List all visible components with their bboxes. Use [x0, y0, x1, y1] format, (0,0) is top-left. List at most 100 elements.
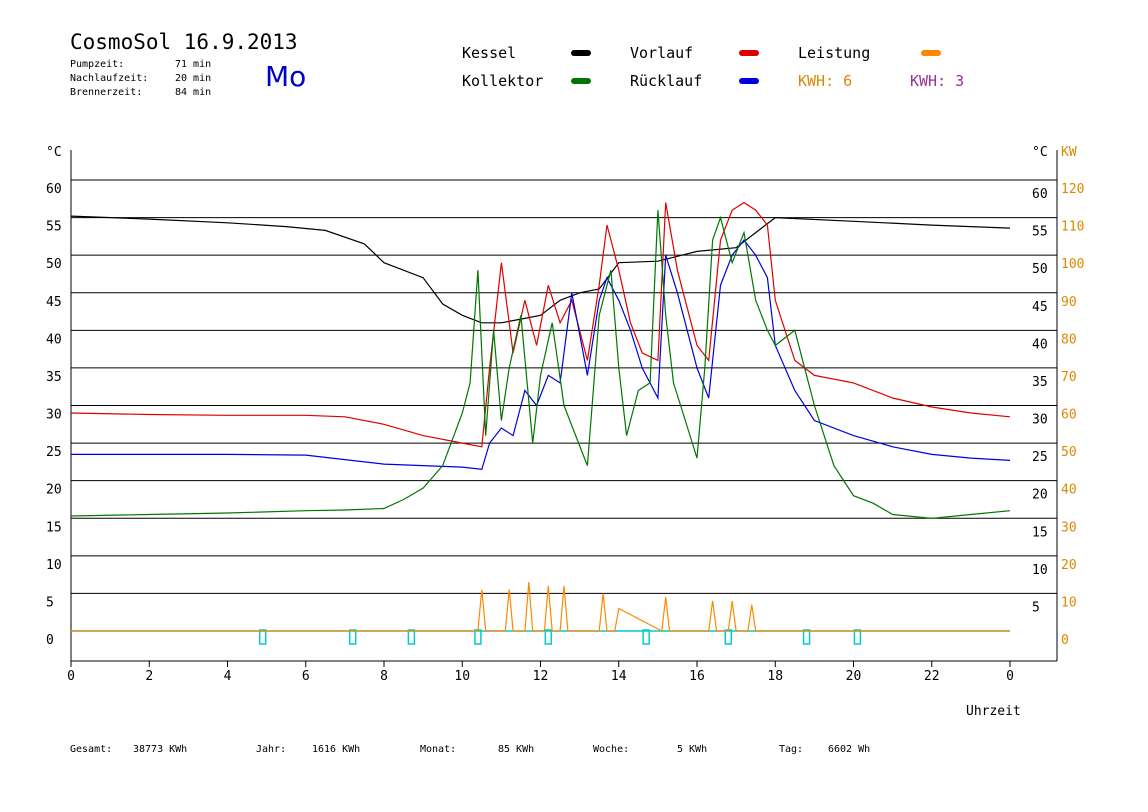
y-tick-left-10: 10 — [46, 558, 62, 573]
event-marker-4 — [544, 629, 553, 645]
stat-nachlaufzeit-value: 20 min — [175, 73, 212, 84]
x-tick-label-12: 0 — [1006, 669, 1014, 684]
y-axis-left-unit: °C — [46, 145, 62, 160]
weekday-label: Mo — [265, 60, 307, 93]
event-marker-8 — [853, 629, 862, 645]
y-tick-right-temp-15: 15 — [1032, 525, 1048, 540]
x-tick-label-5: 10 — [454, 669, 470, 684]
legend-swatch-ruecklauf — [739, 78, 759, 84]
legend-swatch-vorlauf — [739, 50, 759, 56]
y-tick-right-temp-55: 55 — [1032, 225, 1048, 240]
y-tick-right-temp-35: 35 — [1032, 375, 1048, 390]
legend-label-leistung: Leistung — [798, 44, 871, 62]
y-tick-right-power-100: 100 — [1061, 257, 1084, 272]
series-line-vorlauf — [70, 201, 1011, 448]
kwh-purple-label: KWH: 3 — [910, 72, 965, 90]
footer-jahr-value: 1616 KWh — [312, 744, 361, 755]
series-line-kessel — [70, 215, 1011, 324]
x-tick-label-3: 6 — [302, 669, 310, 684]
footer-gesamt-label: Gesamt: — [70, 744, 113, 755]
y-tick-left-15: 15 — [46, 520, 62, 535]
y-tick-left-5: 5 — [46, 595, 54, 610]
x-tick-label-6: 12 — [533, 669, 549, 684]
x-tick-label-10: 20 — [846, 669, 862, 684]
y-tick-right-temp-5: 5 — [1032, 600, 1040, 615]
x-tick-label-7: 14 — [611, 669, 627, 684]
y-tick-left-25: 25 — [46, 445, 62, 460]
x-tick-label-4: 8 — [380, 669, 388, 684]
y-tick-left-35: 35 — [46, 370, 62, 385]
y-tick-right-temp-10: 10 — [1032, 563, 1048, 578]
y-tick-left-20: 20 — [46, 483, 62, 498]
y-tick-right-power-70: 70 — [1061, 370, 1077, 385]
legend-label-vorlauf: Vorlauf — [630, 44, 694, 62]
y-tick-right-power-10: 10 — [1061, 595, 1077, 610]
footer-tag-value: 6602 Wh — [828, 744, 871, 755]
y-tick-left-55: 55 — [46, 220, 62, 235]
legend-swatch-kollektor — [571, 78, 591, 84]
stat-pumpzeit-value: 71 min — [175, 59, 212, 70]
chart-title: CosmoSol 16.9.2013 — [70, 30, 298, 54]
x-tick-label-9: 18 — [767, 669, 783, 684]
y-tick-right-power-30: 30 — [1061, 520, 1077, 535]
event-marker-5 — [642, 629, 650, 645]
y-tick-left-30: 30 — [46, 408, 62, 423]
footer-monat-label: Monat: — [420, 744, 457, 755]
y-tick-right-temp-40: 40 — [1032, 337, 1048, 352]
y-tick-left-50: 50 — [46, 257, 62, 272]
y-tick-right-power-120: 120 — [1061, 182, 1084, 197]
y-axis-right-temp-unit: °C — [1032, 145, 1048, 160]
stat-brennerzeit-label: Brennerzeit: — [70, 87, 143, 98]
x-tick-label-11: 22 — [924, 669, 940, 684]
event-marker-3 — [474, 629, 482, 645]
footer-monat-value: 85 KWh — [498, 744, 535, 755]
y-tick-right-power-90: 90 — [1061, 295, 1077, 310]
event-marker-6 — [724, 629, 733, 645]
y-tick-right-power-50: 50 — [1061, 445, 1077, 460]
x-axis-label: Uhrzeit — [966, 704, 1021, 719]
footer-gesamt-value: 38773 KWh — [133, 744, 188, 755]
y-tick-right-power-20: 20 — [1061, 558, 1077, 573]
legend-label-kessel: Kessel — [462, 44, 517, 62]
y-tick-left-45: 45 — [46, 295, 62, 310]
stat-nachlaufzeit-label: Nachlaufzeit: — [70, 73, 149, 84]
footer-woche-label: Woche: — [593, 744, 630, 755]
y-tick-left-0: 0 — [46, 633, 54, 648]
legend-label-ruecklauf: Rücklauf — [630, 72, 703, 90]
y-tick-right-temp-30: 30 — [1032, 413, 1048, 428]
legend-swatch-leistung — [921, 50, 941, 56]
legend-swatch-kessel — [571, 50, 591, 56]
y-tick-right-temp-50: 50 — [1032, 262, 1048, 277]
y-tick-right-power-60: 60 — [1061, 408, 1077, 423]
y-tick-left-60: 60 — [46, 182, 62, 197]
event-marker-1 — [348, 629, 357, 645]
x-tick-label-1: 2 — [145, 669, 153, 684]
series-line-ruecklauf — [71, 239, 1011, 471]
y-tick-left-40: 40 — [46, 332, 62, 347]
stat-pumpzeit-label: Pumpzeit: — [70, 59, 125, 70]
x-tick-label-0: 0 — [67, 669, 75, 684]
y-tick-right-temp-25: 25 — [1032, 450, 1048, 465]
y-tick-right-temp-45: 45 — [1032, 300, 1048, 315]
x-tick-label-8: 16 — [689, 669, 705, 684]
footer-woche-value: 5 KWh — [677, 744, 708, 755]
footer-tag-label: Tag: — [779, 744, 804, 755]
y-tick-right-temp-20: 20 — [1032, 488, 1048, 503]
event-marker-0 — [258, 629, 267, 645]
y-tick-right-power-0: 0 — [1061, 633, 1069, 648]
legend-label-kollektor: Kollektor — [462, 72, 544, 90]
footer-jahr-label: Jahr: — [256, 744, 287, 755]
series-line-leistung — [71, 582, 1010, 632]
y-tick-right-temp-60: 60 — [1032, 187, 1048, 202]
event-marker-7 — [802, 629, 811, 645]
y-tick-right-power-110: 110 — [1061, 220, 1084, 235]
x-tick-label-2: 4 — [224, 669, 232, 684]
y-axis-right-power-unit: KW — [1061, 145, 1077, 160]
kwh-orange-label: KWH: 6 — [798, 72, 853, 90]
y-tick-right-power-40: 40 — [1061, 483, 1077, 498]
event-marker-2 — [407, 629, 416, 645]
stat-brennerzeit-value: 84 min — [175, 87, 212, 98]
series-line-kollektor — [70, 210, 1011, 519]
y-tick-right-power-80: 80 — [1061, 332, 1077, 347]
